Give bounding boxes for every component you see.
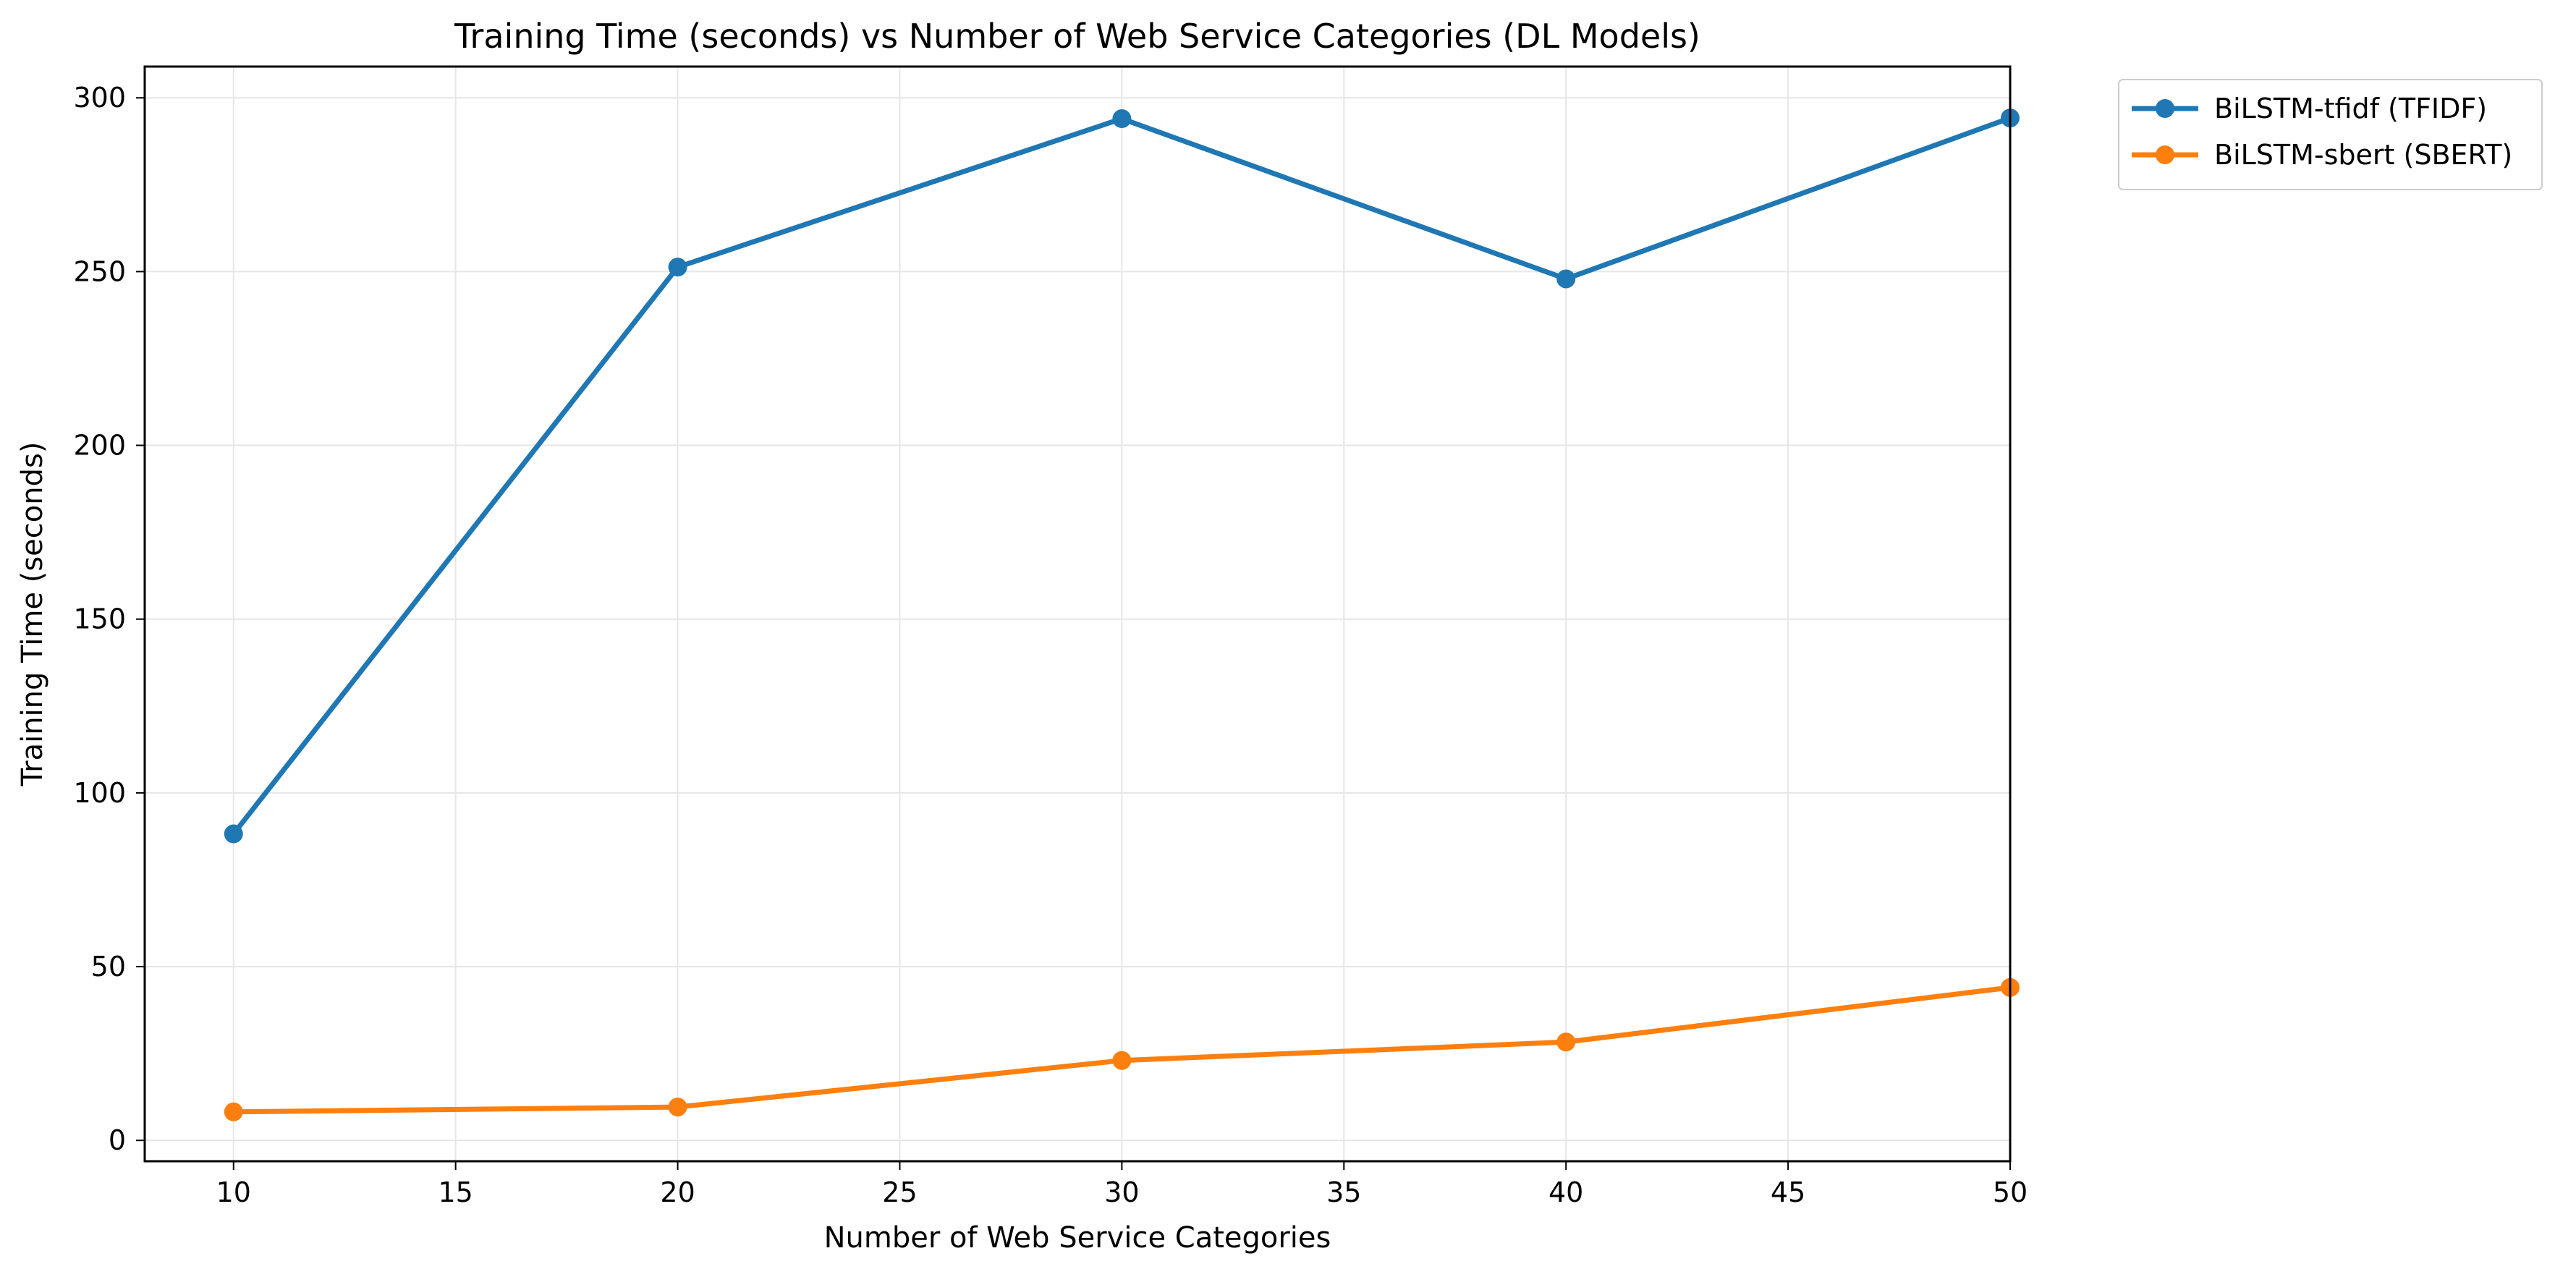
- legend-label: BiLSTM-tfidf (TFIDF): [2214, 93, 2487, 124]
- legend-box: [2118, 79, 2543, 190]
- x-tick-label: 50: [1993, 1176, 2028, 1208]
- series-0: [224, 109, 2020, 844]
- data-point: [668, 258, 687, 277]
- y-tick-label: 200: [73, 430, 126, 462]
- y-tick-label: 50: [91, 951, 126, 983]
- legend-label: BiLSTM-sbert (SBERT): [2214, 139, 2512, 171]
- y-tick-label: 250: [73, 255, 126, 287]
- x-tick-label: 30: [1104, 1176, 1139, 1208]
- legend-entries: BiLSTM-tfidf (TFIDF) BiLSTM-sbert (SBERT): [2132, 93, 2512, 171]
- data-point: [224, 824, 243, 844]
- x-tick-label: 40: [1548, 1176, 1583, 1208]
- x-tick-label: 15: [438, 1176, 473, 1208]
- legend-marker: [2156, 145, 2174, 164]
- legend-entry: BiLSTM-sbert (SBERT): [2132, 139, 2512, 171]
- y-tick-label: 300: [73, 82, 126, 114]
- plot-area-frame: [143, 65, 2012, 1163]
- data-point: [668, 1098, 687, 1117]
- legend-entry: BiLSTM-tfidf (TFIDF): [2132, 93, 2487, 124]
- x-tick-label: 10: [216, 1176, 251, 1208]
- y-tick-label: 100: [73, 777, 126, 809]
- legend-marker: [2156, 99, 2174, 118]
- y-axis-label: Training Time (seconds): [16, 442, 49, 787]
- data-point: [1112, 109, 1132, 129]
- series-1: [224, 977, 2020, 1121]
- data-point: [1112, 1051, 1132, 1070]
- x-tick-label: 35: [1326, 1176, 1361, 1208]
- data-point: [1556, 269, 1576, 289]
- x-tick-label: 20: [660, 1176, 695, 1208]
- chart-title: Training Time (seconds) vs Number of Web…: [454, 17, 1700, 56]
- x-tick-label: 25: [882, 1176, 917, 1208]
- y-tick-label: 150: [73, 603, 126, 635]
- data-point: [224, 1102, 243, 1121]
- series-layer: [224, 109, 2020, 1121]
- axis-ticks: 10 15 20 25 30 35 40 45 50 0 50 100 150 200 250 300: [73, 82, 2028, 1208]
- legend: BiLSTM-tfidf (TFIDF) BiLSTM-sbert (SBERT): [2118, 79, 2543, 190]
- data-point: [1556, 1032, 1576, 1052]
- x-tick-label: 45: [1771, 1176, 1805, 1208]
- x-axis-label: Number of Web Service Categories: [824, 1221, 1331, 1255]
- grid: [145, 67, 2011, 1161]
- y-tick-label: 0: [109, 1124, 126, 1156]
